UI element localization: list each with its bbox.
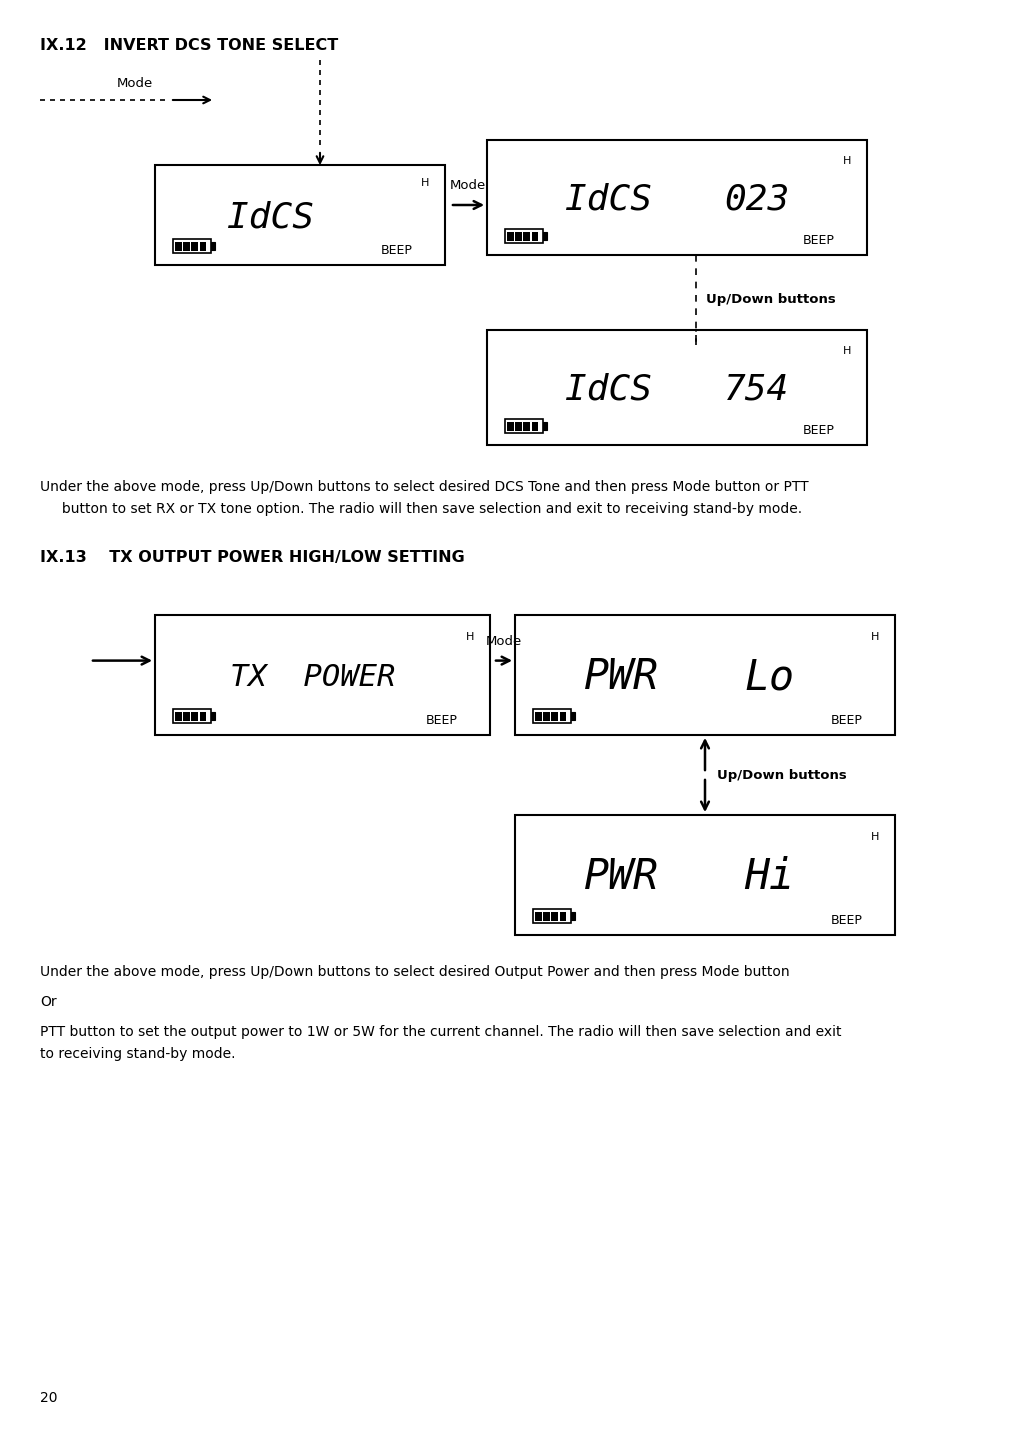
Text: Lo: Lo bbox=[745, 656, 795, 699]
Text: Under the above mode, press Up/Down buttons to select desired DCS Tone and then : Under the above mode, press Up/Down butt… bbox=[40, 479, 809, 494]
Text: Mode: Mode bbox=[486, 634, 522, 647]
Bar bbox=[183, 241, 190, 251]
Bar bbox=[155, 165, 445, 265]
Text: BEEP: BEEP bbox=[803, 234, 835, 247]
Bar bbox=[505, 419, 543, 433]
Bar bbox=[533, 908, 571, 923]
Text: button to set RX or TX tone option. The radio will then save selection and exit : button to set RX or TX tone option. The … bbox=[40, 502, 802, 517]
Bar bbox=[211, 712, 215, 720]
Bar bbox=[505, 230, 543, 243]
Bar bbox=[516, 422, 522, 430]
Text: to receiving stand-by mode.: to receiving stand-by mode. bbox=[40, 1048, 235, 1060]
Text: Up/Down buttons: Up/Down buttons bbox=[706, 294, 836, 307]
Text: PTT button to set the output power to 1W or 5W for the current channel. The radi: PTT button to set the output power to 1W… bbox=[40, 1025, 842, 1039]
Bar bbox=[535, 911, 542, 920]
Bar bbox=[571, 911, 575, 920]
Bar bbox=[487, 330, 867, 445]
Bar bbox=[533, 709, 571, 723]
Text: Mode: Mode bbox=[449, 179, 486, 192]
Bar bbox=[173, 709, 211, 723]
Text: H: H bbox=[871, 631, 879, 641]
Bar bbox=[535, 712, 542, 720]
Bar bbox=[183, 712, 190, 720]
Bar bbox=[507, 422, 514, 430]
Bar bbox=[200, 712, 207, 720]
Bar bbox=[175, 241, 181, 251]
Bar bbox=[524, 422, 530, 430]
Bar bbox=[175, 712, 181, 720]
Bar bbox=[543, 911, 550, 920]
Text: 20: 20 bbox=[40, 1391, 57, 1405]
Bar bbox=[516, 231, 522, 241]
Text: 023: 023 bbox=[725, 182, 790, 217]
Text: IX.13    TX OUTPUT POWER HIGH/LOW SETTING: IX.13 TX OUTPUT POWER HIGH/LOW SETTING bbox=[40, 550, 465, 565]
Text: PWR: PWR bbox=[584, 656, 659, 699]
Bar bbox=[559, 911, 567, 920]
Bar bbox=[515, 616, 895, 735]
Bar bbox=[515, 815, 895, 936]
Text: BEEP: BEEP bbox=[803, 425, 835, 438]
Text: BEEP: BEEP bbox=[381, 244, 413, 257]
Bar bbox=[543, 712, 550, 720]
Bar bbox=[192, 712, 199, 720]
Text: Mode: Mode bbox=[117, 77, 153, 90]
Text: TX  POWER: TX POWER bbox=[229, 663, 395, 692]
Text: Hi: Hi bbox=[745, 857, 795, 898]
Text: Up/Down buttons: Up/Down buttons bbox=[717, 769, 847, 782]
Bar bbox=[532, 231, 538, 241]
Bar bbox=[551, 712, 558, 720]
Bar bbox=[155, 616, 490, 735]
Text: BEEP: BEEP bbox=[832, 715, 863, 728]
Bar bbox=[543, 232, 547, 240]
Bar bbox=[200, 241, 207, 251]
Bar bbox=[532, 422, 538, 430]
Bar bbox=[507, 231, 514, 241]
Bar bbox=[211, 243, 215, 250]
Text: H: H bbox=[843, 346, 851, 356]
Bar bbox=[551, 911, 558, 920]
Bar bbox=[559, 712, 567, 720]
Bar bbox=[173, 240, 211, 253]
Text: H: H bbox=[843, 156, 851, 165]
Bar bbox=[524, 231, 530, 241]
Text: IX.12   INVERT DCS TONE SELECT: IX.12 INVERT DCS TONE SELECT bbox=[40, 37, 338, 53]
Text: IdCS: IdCS bbox=[566, 373, 652, 406]
Text: BEEP: BEEP bbox=[832, 914, 863, 927]
Bar bbox=[192, 241, 199, 251]
Bar bbox=[571, 712, 575, 720]
Text: Or: Or bbox=[40, 994, 57, 1009]
Text: IdCS: IdCS bbox=[227, 199, 315, 234]
Bar bbox=[487, 141, 867, 255]
Text: H: H bbox=[421, 178, 429, 188]
Text: BEEP: BEEP bbox=[426, 715, 458, 728]
Text: H: H bbox=[871, 832, 879, 841]
Text: Under the above mode, press Up/Down buttons to select desired Output Power and t: Under the above mode, press Up/Down butt… bbox=[40, 964, 790, 979]
Text: PWR: PWR bbox=[584, 857, 659, 898]
Text: 754: 754 bbox=[725, 373, 790, 406]
Text: H: H bbox=[466, 631, 474, 641]
Bar bbox=[543, 422, 547, 430]
Text: IdCS: IdCS bbox=[566, 182, 652, 217]
